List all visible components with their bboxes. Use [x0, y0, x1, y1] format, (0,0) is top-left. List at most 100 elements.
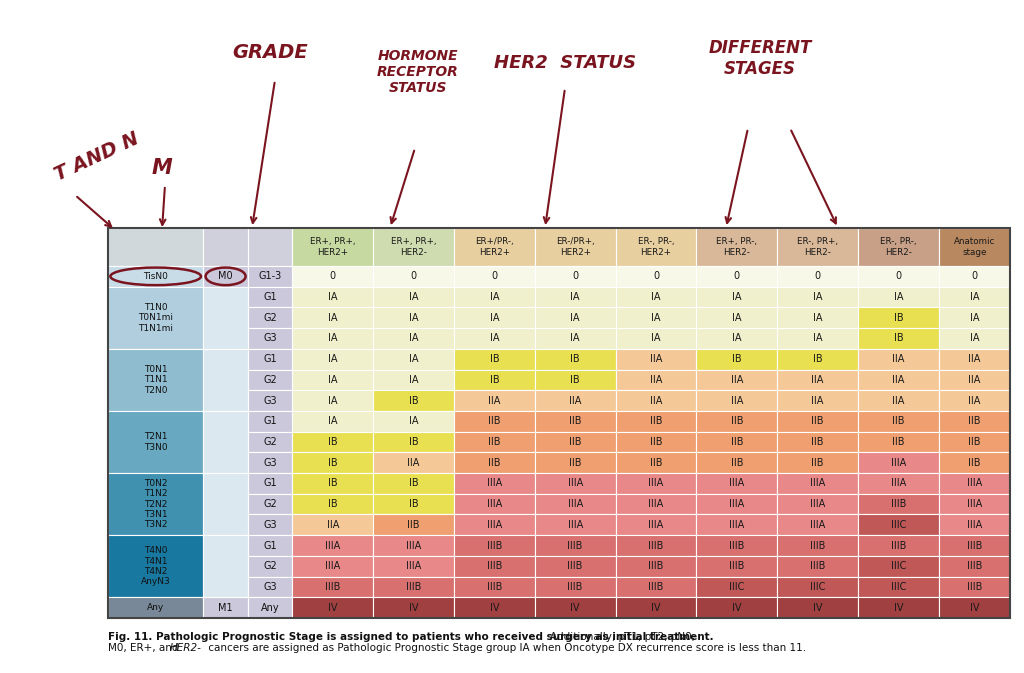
Text: IIIA: IIIA [406, 561, 421, 571]
Text: IV: IV [328, 602, 338, 612]
Bar [373, 328, 454, 349]
Bar [777, 535, 858, 556]
Bar [615, 577, 696, 598]
Bar [939, 577, 1010, 598]
Text: G2: G2 [263, 561, 276, 571]
Bar [696, 287, 777, 308]
Text: IA: IA [570, 333, 580, 343]
Text: IB: IB [409, 499, 419, 509]
Bar [615, 598, 696, 618]
Text: IB: IB [409, 479, 419, 489]
Text: IIIB: IIIB [648, 561, 664, 571]
Bar [373, 577, 454, 598]
Text: IIA: IIA [731, 375, 743, 385]
Text: IIB: IIB [968, 458, 981, 468]
Bar [535, 577, 615, 598]
Text: IIA: IIA [892, 396, 904, 406]
Bar [696, 514, 777, 535]
Text: IA: IA [409, 292, 418, 302]
Text: Anatomic
stage: Anatomic stage [953, 238, 995, 256]
Bar [373, 514, 454, 535]
Bar [373, 349, 454, 369]
Text: IIA: IIA [892, 354, 904, 364]
Bar [373, 535, 454, 556]
Text: T0N1
T1N1
T2N0: T0N1 T1N1 T2N0 [144, 365, 168, 395]
Text: IIIA: IIIA [810, 520, 825, 530]
Bar [373, 431, 454, 452]
Text: cancers are assigned as Pathologic Prognostic Stage group IA when Oncotype DX re: cancers are assigned as Pathologic Progn… [205, 643, 806, 653]
Bar [939, 328, 1010, 349]
Text: IA: IA [409, 375, 418, 385]
Text: IV: IV [489, 602, 499, 612]
Bar [858, 349, 939, 369]
Bar [292, 535, 373, 556]
Bar [858, 411, 939, 431]
Text: IIB: IIB [730, 458, 743, 468]
Text: IIIA: IIIA [486, 499, 502, 509]
Bar [939, 514, 1010, 535]
Bar [248, 328, 292, 349]
Bar [454, 514, 535, 535]
Text: IA: IA [328, 375, 338, 385]
Bar [615, 228, 696, 266]
Text: G2: G2 [263, 437, 276, 447]
Text: IB: IB [328, 479, 338, 489]
Bar [373, 266, 454, 287]
Bar [939, 308, 1010, 328]
Bar [615, 452, 696, 473]
Text: IIIA: IIIA [967, 520, 982, 530]
Text: 0: 0 [330, 271, 336, 281]
Bar [696, 369, 777, 390]
Text: IA: IA [328, 396, 338, 406]
Text: IIIB: IIIB [567, 540, 583, 551]
Text: IB: IB [489, 375, 499, 385]
Text: IA: IA [489, 333, 499, 343]
Text: IIB: IIB [892, 417, 905, 426]
Bar [939, 349, 1010, 369]
Text: IA: IA [813, 292, 822, 302]
Text: IIIA: IIIA [648, 520, 664, 530]
Bar [696, 452, 777, 473]
Text: IIB: IIB [892, 437, 905, 447]
Text: Additionally, pT1, pT2, pN0,: Additionally, pT1, pT2, pN0, [108, 632, 695, 642]
Text: IIIA: IIIA [729, 479, 744, 489]
Bar [535, 431, 615, 452]
Text: IIIA: IIIA [325, 561, 340, 571]
Text: IIIA: IIIA [891, 479, 906, 489]
Text: IIB: IIB [488, 458, 501, 468]
Bar [292, 228, 373, 266]
Bar [696, 328, 777, 349]
Text: G3: G3 [263, 396, 276, 406]
Text: IB: IB [328, 437, 338, 447]
Bar [535, 473, 615, 494]
Bar [535, 411, 615, 431]
Text: ER+, PR+,
HER2+: ER+, PR+, HER2+ [310, 238, 355, 256]
Bar [939, 556, 1010, 577]
Bar [777, 328, 858, 349]
Text: G3: G3 [263, 458, 276, 468]
Text: IIIC: IIIC [810, 582, 825, 592]
Text: IIIB: IIIB [325, 582, 340, 592]
Bar [292, 390, 373, 411]
Text: IIB: IIB [811, 458, 824, 468]
Text: IB: IB [409, 437, 419, 447]
Text: HER2  STATUS: HER2 STATUS [494, 54, 636, 72]
Bar [777, 556, 858, 577]
Text: IA: IA [328, 313, 338, 323]
Bar [535, 535, 615, 556]
Text: IA: IA [651, 313, 660, 323]
Bar [696, 266, 777, 287]
Text: IIIC: IIIC [891, 520, 906, 530]
Text: G2: G2 [263, 499, 276, 509]
Text: IV: IV [894, 602, 903, 612]
Text: IIIB: IIIB [810, 561, 825, 571]
Bar [248, 228, 292, 266]
Text: IIIA: IIIA [486, 520, 502, 530]
Text: IV: IV [409, 602, 418, 612]
Text: ER+/PR-,
HER2+: ER+/PR-, HER2+ [475, 238, 514, 256]
Bar [939, 535, 1010, 556]
Text: IIB: IIB [968, 417, 981, 426]
Bar [248, 514, 292, 535]
Text: IIB: IIB [811, 417, 824, 426]
Bar [204, 266, 248, 287]
